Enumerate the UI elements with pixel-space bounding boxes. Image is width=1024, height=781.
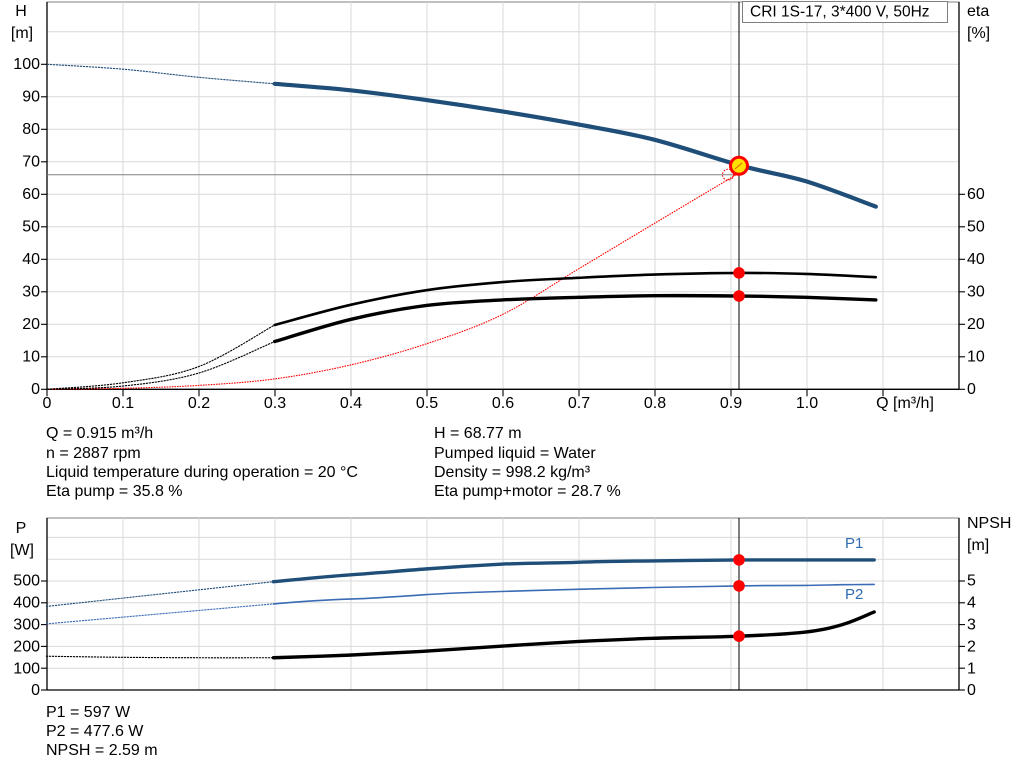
svg-text:0: 0 [31,381,40,398]
svg-text:Q = 0.915 m³/h: Q = 0.915 m³/h [46,425,153,442]
svg-text:40: 40 [22,251,40,268]
svg-text:10: 10 [967,349,985,366]
svg-text:50: 50 [22,219,40,236]
svg-text:0: 0 [31,682,40,699]
svg-text:Density = 998.2 kg/m³: Density = 998.2 kg/m³ [434,464,591,481]
svg-text:0.8: 0.8 [644,395,666,412]
svg-text:80: 80 [22,121,40,138]
svg-text:Eta pump = 35.8 %: Eta pump = 35.8 % [46,483,183,500]
svg-text:Liquid temperature during oper: Liquid temperature during operation = 20… [46,464,358,481]
svg-text:Pumped liquid = Water: Pumped liquid = Water [434,445,596,462]
svg-text:3: 3 [967,617,976,634]
svg-text:Eta pump+motor = 28.7 %: Eta pump+motor = 28.7 % [434,483,621,500]
svg-text:n = 2887 rpm: n = 2887 rpm [46,445,141,462]
svg-text:P2: P2 [845,586,863,603]
svg-text:5: 5 [967,573,976,590]
svg-text:20: 20 [22,316,40,333]
svg-text:0.2: 0.2 [188,395,210,412]
svg-text:90: 90 [22,89,40,106]
svg-text:0.1: 0.1 [112,395,134,412]
svg-text:20: 20 [967,316,985,333]
svg-text:400: 400 [13,595,40,612]
svg-text:200: 200 [13,639,40,656]
svg-text:0.3: 0.3 [264,395,286,412]
svg-text:Q [m³/h]: Q [m³/h] [876,395,934,412]
svg-text:0: 0 [967,682,976,699]
svg-text:[m]: [m] [11,25,33,42]
svg-text:2: 2 [967,639,976,656]
svg-text:0.5: 0.5 [416,395,438,412]
svg-text:300: 300 [13,617,40,634]
svg-text:100: 100 [13,661,40,678]
svg-text:40: 40 [967,251,985,268]
svg-text:60: 60 [967,186,985,203]
svg-text:[%]: [%] [967,25,990,42]
svg-text:NPSH: NPSH [967,515,1011,532]
svg-text:4: 4 [967,595,976,612]
svg-text:0: 0 [43,395,52,412]
svg-text:P1 = 597 W: P1 = 597 W [46,704,131,721]
svg-text:60: 60 [22,186,40,203]
svg-text:H: H [15,3,27,20]
svg-text:P2 = 477.6 W: P2 = 477.6 W [46,723,144,740]
svg-text:1: 1 [967,661,976,678]
svg-text:1.0: 1.0 [796,395,818,412]
svg-text:30: 30 [22,284,40,301]
svg-text:0.6: 0.6 [492,395,514,412]
svg-text:500: 500 [13,573,40,590]
svg-text:[W]: [W] [10,542,34,559]
svg-text:30: 30 [967,284,985,301]
svg-text:0: 0 [967,381,976,398]
svg-text:0.4: 0.4 [340,395,362,412]
svg-text:P: P [16,520,27,537]
svg-text:50: 50 [967,219,985,236]
svg-text:CRI 1S-17, 3*400 V, 50Hz: CRI 1S-17, 3*400 V, 50Hz [750,4,930,21]
svg-text:[m]: [m] [967,537,989,554]
svg-text:NPSH = 2.59 m: NPSH = 2.59 m [46,742,158,759]
svg-text:0.7: 0.7 [568,395,590,412]
svg-text:10: 10 [22,349,40,366]
svg-text:P1: P1 [845,535,863,552]
svg-text:100: 100 [13,56,40,73]
svg-text:70: 70 [22,154,40,171]
svg-text:eta: eta [967,3,989,20]
svg-text:H = 68.77 m: H = 68.77 m [434,425,522,442]
svg-text:0.9: 0.9 [720,395,742,412]
